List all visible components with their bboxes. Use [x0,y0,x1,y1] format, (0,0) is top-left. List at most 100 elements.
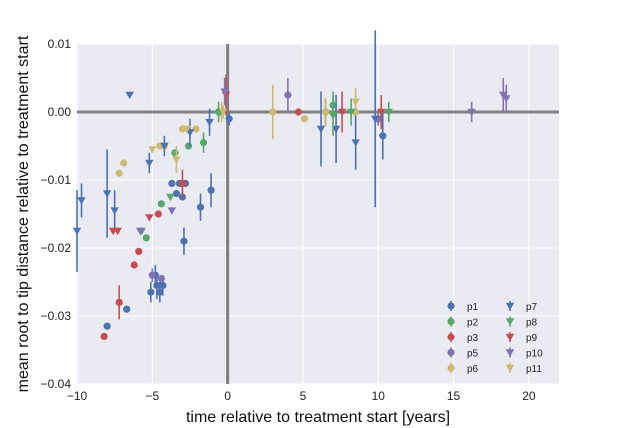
data-point [184,142,193,150]
legend-label: p2 [467,318,479,329]
data-point [120,159,128,167]
data-point [160,142,169,151]
data-point [130,261,138,269]
series-p10 [136,78,511,236]
data-point [154,210,162,218]
data-point [168,179,176,187]
data-point [346,108,356,117]
legend-item-p9: p9 [505,332,538,344]
data-point [145,214,154,222]
legend-item-p1: p1 [447,301,479,313]
data-point [172,156,181,164]
tick-labels: −10 −5 0 5 10 15 20 −0.04 −0.03 −0.02 −0.01 0.00 0.0… [41,37,536,403]
data-point [103,322,111,330]
x-tick-label: −10 [67,389,88,403]
y-axis-title: mean root to tip distance relative to tr… [15,35,32,392]
data-point [110,207,119,215]
legend-label: p1 [467,302,479,313]
x-tick-label: 10 [372,389,386,403]
data-point [171,149,179,157]
legend-item-p7: p7 [505,301,538,313]
data-point [157,275,165,283]
data-point [180,237,188,245]
reference-lines [77,44,559,384]
legend-item-p6: p6 [447,363,479,375]
data-point [284,91,292,99]
data-point [166,193,175,202]
data-point [172,190,181,198]
series-p7 [72,30,380,272]
data-point [157,200,165,208]
x-tick-label: 5 [300,389,307,403]
data-point [377,108,386,117]
legend-marker [505,302,515,311]
data-point [351,139,360,147]
legend-label: p5 [467,349,479,360]
data-point [182,125,192,134]
legend: p1 p2 p3 p5 p6 p7 p8 p9 p10 p11 [447,301,543,375]
legend-label: p11 [526,364,542,375]
data-point [147,288,155,296]
data-point [148,146,157,154]
data-point [192,125,200,133]
data-point [156,288,164,296]
legend-marker [447,317,455,326]
series-p9 [108,74,386,236]
data-point [115,169,123,177]
legend-item-p5: p5 [447,347,479,360]
data-point [145,159,154,168]
y-tick-label: −0.03 [41,309,72,323]
legend-marker [447,302,455,310]
data-point [337,108,347,117]
legend-label: p8 [526,318,538,329]
data-point [135,247,143,255]
data-point [384,108,393,117]
data-point [100,332,108,340]
data-point [142,234,150,242]
data-point [218,108,228,117]
legend-label: p9 [526,333,538,344]
data-point [72,227,82,236]
data-point [331,125,341,134]
data-point [351,98,360,106]
data-point [321,108,330,116]
data-point [379,132,387,140]
data-point [159,281,167,289]
data-point [502,95,511,103]
x-tick-label: 15 [447,389,461,403]
data-points [72,30,511,340]
data-point [178,179,187,187]
legend-item-p11: p11 [505,363,542,375]
legend-marker [447,348,455,357]
series-p11 [148,88,360,174]
data-point [294,108,303,116]
legend-marker [505,318,515,326]
data-point [467,108,476,117]
y-tick-label: 0.01 [48,37,72,51]
y-tick-label: −0.02 [41,241,72,255]
data-point [123,305,131,313]
legend-item-p2: p2 [447,316,479,329]
y-tick-label: 0.00 [48,105,72,119]
legend-marker [447,333,455,341]
legend-label: p3 [467,333,479,344]
x-tick-label: 20 [522,389,536,403]
data-point [125,91,134,100]
x-axis-title: time relative to treatment start [years] [186,409,450,426]
data-point [269,108,277,116]
data-point [115,298,123,306]
x-tick-label: −5 [145,389,159,403]
plot-area-background [77,44,559,384]
data-point [102,190,112,198]
legend-label: p10 [526,349,543,360]
data-point [328,112,338,120]
data-point [205,119,214,127]
data-point [207,186,215,194]
legend-marker [505,349,515,357]
data-point [220,88,229,96]
legend-marker [505,364,515,373]
y-tick-label: −0.01 [41,173,72,187]
data-point [148,271,156,279]
legend-label: p7 [526,302,538,313]
data-point [371,115,380,123]
